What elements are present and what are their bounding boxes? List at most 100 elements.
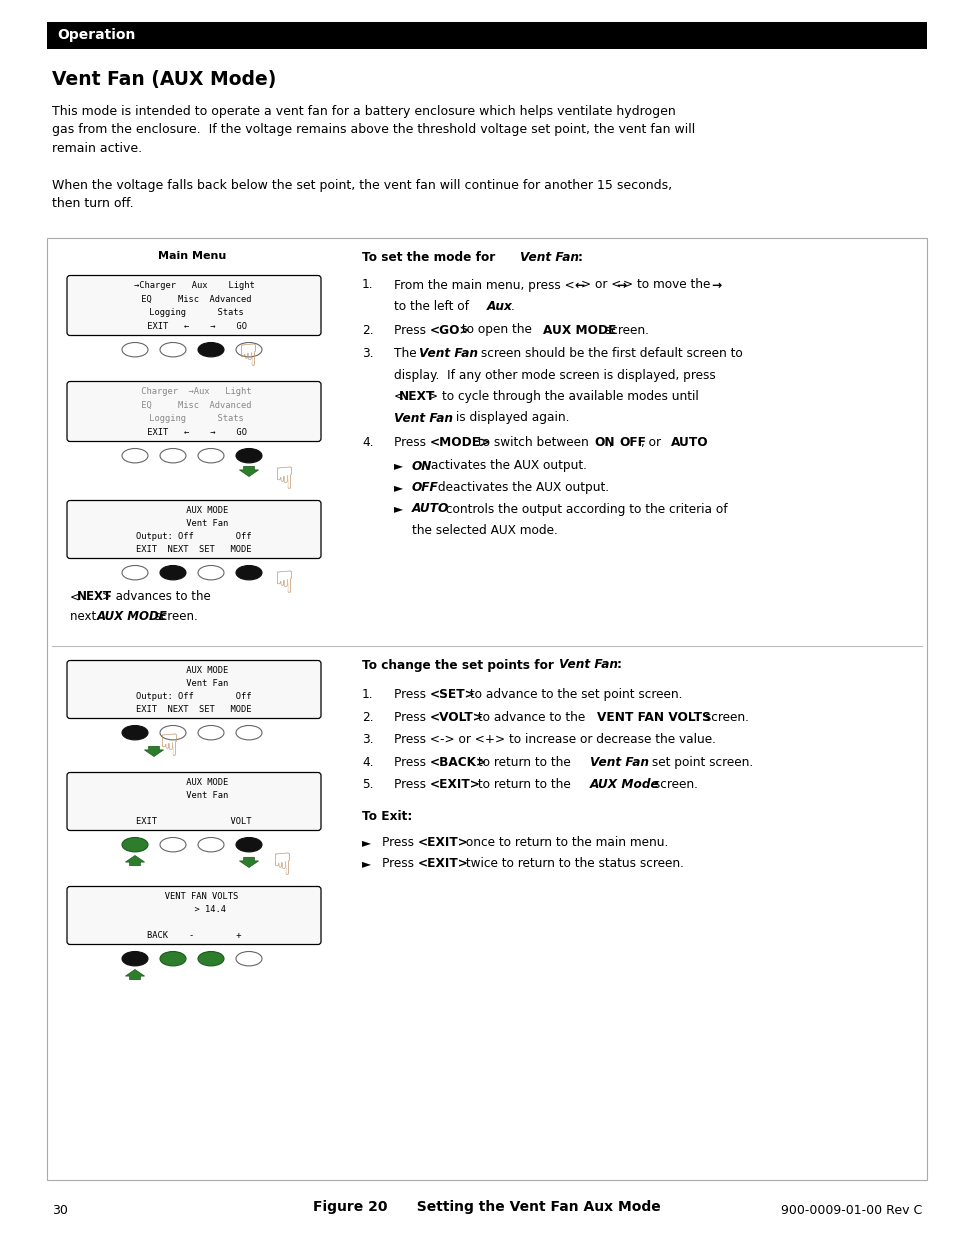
Text: ☞: ☞ bbox=[229, 342, 257, 369]
Text: The: The bbox=[394, 347, 420, 359]
Text: AUX MODE: AUX MODE bbox=[97, 610, 168, 624]
Text: Operation: Operation bbox=[57, 28, 135, 42]
Text: ☞: ☞ bbox=[229, 342, 257, 369]
Text: EQ     Misc  Advanced: EQ Misc Advanced bbox=[136, 295, 252, 304]
Text: 900-0009-01-00 Rev C: 900-0009-01-00 Rev C bbox=[780, 1203, 921, 1216]
Ellipse shape bbox=[160, 725, 186, 740]
Ellipse shape bbox=[122, 725, 148, 740]
FancyBboxPatch shape bbox=[67, 275, 320, 336]
Text: the selected AUX mode.: the selected AUX mode. bbox=[412, 524, 558, 537]
Text: AUX MODE: AUX MODE bbox=[542, 324, 617, 336]
Text: EXIT  NEXT  SET   MODE: EXIT NEXT SET MODE bbox=[136, 545, 252, 555]
Text: →: → bbox=[710, 279, 720, 291]
Text: NEXT: NEXT bbox=[76, 590, 112, 604]
Text: ►: ► bbox=[361, 857, 371, 871]
Text: display.  If any other mode screen is displayed, press: display. If any other mode screen is dis… bbox=[394, 368, 715, 382]
Ellipse shape bbox=[198, 342, 224, 357]
Text: ON: ON bbox=[594, 436, 615, 450]
Text: From the main menu, press <: From the main menu, press < bbox=[394, 279, 574, 291]
Text: OFF: OFF bbox=[412, 480, 438, 494]
Text: activates the AUX output.: activates the AUX output. bbox=[426, 459, 586, 473]
Text: EXIT              VOLT: EXIT VOLT bbox=[136, 818, 252, 826]
Text: AUTO: AUTO bbox=[671, 436, 708, 450]
Ellipse shape bbox=[235, 448, 262, 463]
Text: > advances to the: > advances to the bbox=[102, 590, 211, 604]
Text: deactivates the AUX output.: deactivates the AUX output. bbox=[434, 480, 609, 494]
Text: <EXIT>: <EXIT> bbox=[417, 836, 468, 848]
Text: to switch between: to switch between bbox=[473, 436, 592, 450]
Text: screen.: screen. bbox=[700, 711, 748, 724]
Ellipse shape bbox=[235, 951, 262, 966]
Text: NEXT: NEXT bbox=[398, 390, 436, 403]
Text: EXIT   ←    →    GO: EXIT ← → GO bbox=[141, 322, 246, 331]
Text: <GO>: <GO> bbox=[430, 324, 470, 336]
Ellipse shape bbox=[122, 342, 148, 357]
Text: to open the: to open the bbox=[457, 324, 536, 336]
Polygon shape bbox=[125, 969, 145, 979]
Text: AUX MODE: AUX MODE bbox=[160, 778, 228, 787]
Ellipse shape bbox=[235, 837, 262, 852]
Text: →Charger   Aux    Light: →Charger Aux Light bbox=[133, 282, 254, 290]
Text: <: < bbox=[70, 590, 80, 604]
FancyBboxPatch shape bbox=[67, 661, 320, 719]
Text: ☞: ☞ bbox=[264, 464, 294, 493]
Text: > 14.4: > 14.4 bbox=[162, 905, 225, 914]
Text: Vent Fan: Vent Fan bbox=[160, 792, 228, 800]
Text: .: . bbox=[700, 436, 703, 450]
Text: <SET>: <SET> bbox=[430, 688, 476, 701]
Text: Logging      Stats: Logging Stats bbox=[144, 309, 244, 317]
Text: ►: ► bbox=[394, 480, 402, 494]
FancyBboxPatch shape bbox=[47, 237, 926, 1179]
Text: AUX Mode: AUX Mode bbox=[589, 778, 659, 792]
Text: <: < bbox=[394, 390, 404, 403]
Text: to return to the: to return to the bbox=[474, 756, 574, 769]
Text: next: next bbox=[70, 610, 100, 624]
Text: 4.: 4. bbox=[361, 436, 374, 450]
Text: EXIT   ←    →    GO: EXIT ← → GO bbox=[141, 427, 246, 437]
Polygon shape bbox=[239, 857, 258, 867]
Text: controls the output according to the criteria of: controls the output according to the cri… bbox=[441, 503, 726, 515]
Text: BACK    -        +: BACK - + bbox=[147, 931, 241, 940]
Text: 1.: 1. bbox=[361, 688, 374, 701]
Text: screen.: screen. bbox=[151, 610, 197, 624]
Text: Logging      Stats: Logging Stats bbox=[144, 415, 244, 424]
Ellipse shape bbox=[198, 566, 224, 580]
Text: Figure 20      Setting the Vent Fan Aux Mode: Figure 20 Setting the Vent Fan Aux Mode bbox=[313, 1200, 660, 1214]
Text: 4.: 4. bbox=[361, 756, 374, 769]
Ellipse shape bbox=[160, 837, 186, 852]
Text: VENT FAN VOLTS: VENT FAN VOLTS bbox=[596, 711, 710, 724]
Polygon shape bbox=[144, 746, 163, 757]
Text: EQ     Misc  Advanced: EQ Misc Advanced bbox=[136, 401, 252, 410]
Ellipse shape bbox=[122, 448, 148, 463]
Text: to advance to the: to advance to the bbox=[474, 711, 588, 724]
Ellipse shape bbox=[235, 725, 262, 740]
FancyBboxPatch shape bbox=[67, 887, 320, 945]
Text: AUX MODE: AUX MODE bbox=[160, 666, 228, 676]
FancyBboxPatch shape bbox=[67, 382, 320, 441]
FancyBboxPatch shape bbox=[67, 500, 320, 558]
Text: Vent Fan: Vent Fan bbox=[589, 756, 648, 769]
Text: ☞: ☞ bbox=[264, 569, 294, 597]
Text: Press: Press bbox=[394, 324, 430, 336]
Ellipse shape bbox=[198, 837, 224, 852]
Text: ←: ← bbox=[574, 279, 583, 291]
Text: <VOLT>: <VOLT> bbox=[430, 711, 483, 724]
Text: > to cycle through the available modes until: > to cycle through the available modes u… bbox=[428, 390, 699, 403]
Text: OFF: OFF bbox=[618, 436, 645, 450]
Text: When the voltage falls back below the set point, the vent fan will continue for : When the voltage falls back below the se… bbox=[52, 179, 672, 191]
Text: Vent Fan: Vent Fan bbox=[160, 679, 228, 688]
Text: ON: ON bbox=[412, 459, 432, 473]
Ellipse shape bbox=[198, 448, 224, 463]
Text: To change the set points for: To change the set points for bbox=[361, 658, 558, 672]
Text: ☞: ☞ bbox=[150, 732, 178, 760]
Text: VENT FAN VOLTS: VENT FAN VOLTS bbox=[150, 892, 238, 902]
Text: Vent Fan: Vent Fan bbox=[558, 658, 618, 672]
Text: > to move the: > to move the bbox=[622, 279, 714, 291]
Text: ►: ► bbox=[394, 503, 402, 515]
Text: screen should be the first default screen to: screen should be the first default scree… bbox=[476, 347, 742, 359]
Text: <EXIT>: <EXIT> bbox=[417, 857, 468, 871]
Text: Press: Press bbox=[394, 756, 430, 769]
Text: set point screen.: set point screen. bbox=[647, 756, 752, 769]
Text: Press: Press bbox=[394, 436, 430, 450]
Text: Main Menu: Main Menu bbox=[157, 251, 226, 261]
